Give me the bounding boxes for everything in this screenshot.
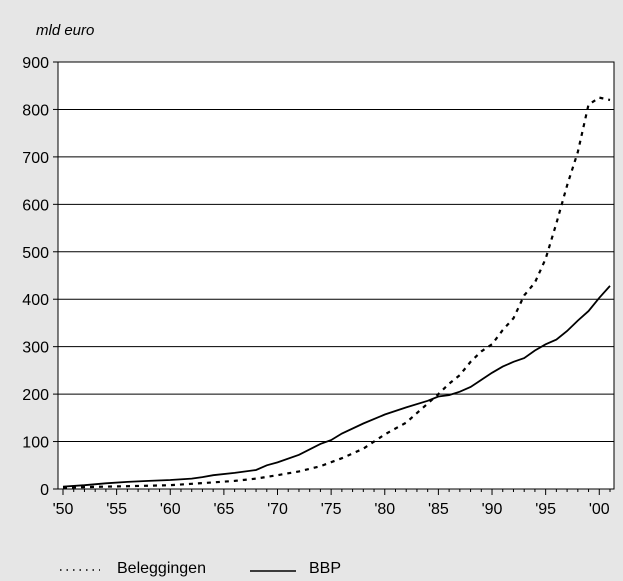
x-axis-ticks: '50 '55 '60 '65 '70 '75 '80 '85 '90 '95 '00 bbox=[53, 489, 611, 518]
x-tick-label: '65 bbox=[213, 501, 234, 518]
legend: Beleggingen BBP bbox=[60, 560, 341, 577]
x-tick-label: '95 bbox=[535, 501, 556, 518]
y-tick-label: 700 bbox=[22, 150, 49, 167]
x-tick-label: '90 bbox=[482, 501, 503, 518]
y-axis-label: mld euro bbox=[36, 22, 94, 39]
y-tick-label: 100 bbox=[22, 435, 49, 452]
plot-area bbox=[57, 61, 615, 490]
y-tick-label: 300 bbox=[22, 340, 49, 357]
y-tick-label: 500 bbox=[22, 245, 49, 262]
gridlines bbox=[58, 108, 614, 443]
series-line-beleggingen bbox=[62, 96, 611, 489]
series-line-bbp bbox=[62, 285, 611, 488]
y-tick-label: 0 bbox=[40, 482, 49, 499]
legend-label: Beleggingen bbox=[117, 560, 206, 577]
y-tick-label: 600 bbox=[22, 197, 49, 214]
x-tick-label: '60 bbox=[160, 501, 181, 518]
series-group bbox=[62, 96, 611, 489]
y-tick-label: 400 bbox=[22, 292, 49, 309]
x-tick-label: '85 bbox=[428, 501, 449, 518]
x-tick-label: '50 bbox=[53, 501, 74, 518]
x-tick-label: '00 bbox=[589, 501, 610, 518]
y-tick-label: 200 bbox=[22, 387, 49, 404]
y-tick-label: 900 bbox=[22, 55, 49, 72]
x-tick-label: '80 bbox=[374, 501, 395, 518]
y-tick-label: 800 bbox=[22, 102, 49, 119]
y-axis-ticks: 0 100 200 300 400 500 600 700 800 900 bbox=[22, 55, 58, 499]
x-tick-label: '75 bbox=[321, 501, 342, 518]
x-tick-label: '55 bbox=[106, 501, 127, 518]
legend-label: BBP bbox=[309, 560, 341, 577]
x-tick-label: '70 bbox=[267, 501, 288, 518]
